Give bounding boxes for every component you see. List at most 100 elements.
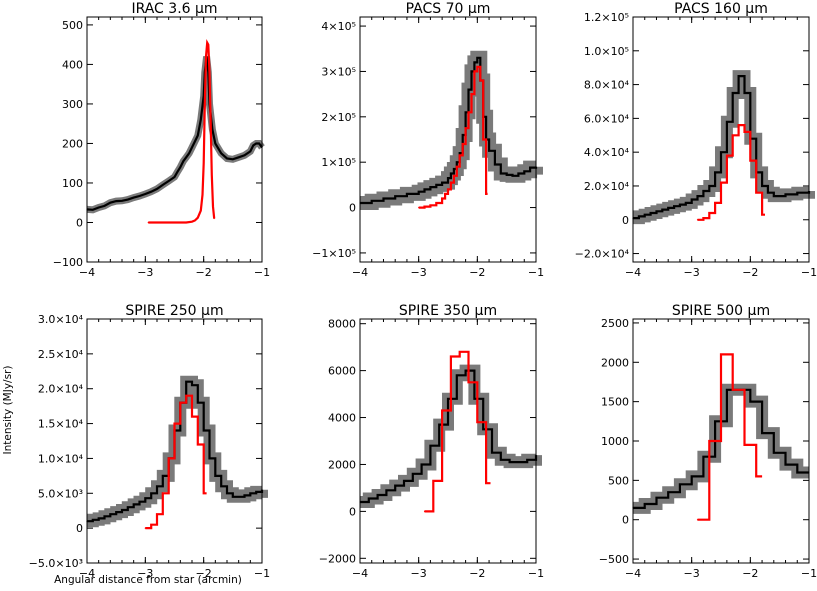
model-profile-point	[459, 154, 461, 156]
observed-profile-point	[796, 192, 798, 194]
model-profile-point	[197, 217, 199, 219]
model-profile-point	[147, 221, 149, 224]
observed-profile-point	[394, 484, 396, 487]
y-tick-label: −2000	[319, 552, 356, 565]
y-tick-label: 4000	[328, 412, 356, 425]
model-profile-point	[465, 127, 467, 129]
observed-profile-line	[86, 56, 263, 211]
model-profile-point	[456, 166, 458, 168]
model-profile-point	[714, 202, 716, 204]
y-tick-label: 0	[349, 505, 356, 518]
observed-profile-point	[191, 146, 193, 149]
plot-frame	[86, 16, 263, 263]
model-profile-point	[743, 444, 746, 446]
model-profile-point	[207, 44, 209, 46]
observed-profile-point	[784, 464, 787, 466]
model-profile-point	[476, 66, 478, 68]
model-profile-point	[144, 527, 146, 529]
model-profile-point	[185, 221, 187, 224]
observed-profile-point	[98, 206, 100, 209]
y-tick-label: −100	[53, 256, 83, 269]
panel-3: PACS 160 μm −4 −3 −2 −1 −2.0×10⁴ 0 2.0×10⁴ 4.0×1…	[575, 1, 817, 279]
model-profile-point	[211, 174, 213, 176]
observed-profile-point	[667, 207, 669, 209]
observed-profile-point	[115, 200, 117, 202]
model-profile-point	[732, 134, 734, 136]
observed-profile-point	[127, 506, 129, 508]
observed-profile-point	[103, 515, 106, 517]
model-profile-point	[435, 202, 437, 204]
observed-profile-point	[435, 184, 437, 186]
model-profile-point	[423, 510, 426, 512]
y-tick-label: 0	[622, 514, 629, 527]
observed-profile-point	[185, 156, 187, 158]
observed-profile-point	[179, 166, 181, 168]
y-tick-label: 1.0×10⁵	[584, 45, 629, 58]
model-profile-point	[470, 93, 473, 95]
observed-profile-point	[529, 167, 531, 169]
observed-profile-point	[423, 188, 426, 191]
panel-title: SPIRE 500 μm	[672, 303, 770, 319]
y-tick-label: 400	[62, 58, 83, 71]
observed-profile-point	[456, 161, 458, 163]
y-tick-label: 100	[62, 177, 83, 190]
x-tick-label: −4	[79, 266, 95, 279]
model-profile-point	[702, 217, 705, 219]
x-tick-label: −1	[528, 266, 544, 279]
model-profile-point	[473, 70, 475, 73]
observed-profile-point	[208, 457, 211, 460]
observed-profile-point	[726, 389, 728, 391]
y-tick-label: −2.0×10⁴	[575, 248, 630, 261]
model-profile-point	[720, 353, 722, 356]
observed-profile-point	[162, 475, 164, 477]
model-profile-point	[191, 416, 193, 418]
model-profile-point	[185, 395, 187, 397]
observed-profile-point	[191, 384, 193, 386]
model-profile-point	[179, 402, 181, 404]
observed-profile-point	[243, 494, 246, 496]
model-profile-line	[697, 353, 763, 521]
y-tick-label: 3×10⁵	[321, 65, 356, 78]
x-tick-label: −4	[625, 266, 641, 279]
observed-profile-point	[429, 445, 431, 447]
model-profile-point	[208, 71, 211, 73]
observed-profile-point	[790, 193, 793, 196]
model-profile-point	[156, 513, 158, 515]
x-tick-label: −1	[254, 567, 270, 580]
model-profile-line	[697, 124, 765, 221]
observed-profile-point	[447, 398, 449, 400]
y-tick-label: 5.0×10³	[38, 487, 83, 500]
y-tick-label: 4.0×10⁴	[584, 146, 630, 159]
y-tick-label: 0	[349, 202, 356, 215]
model-profile-point	[749, 160, 751, 162]
observed-profile-point	[482, 428, 484, 430]
observed-profile-point	[403, 480, 405, 482]
observed-profile-point	[127, 198, 129, 201]
observed-profile-point	[761, 185, 763, 187]
y-tick-label: −1×10⁵	[312, 247, 356, 260]
y-tick-label: 1.5×10⁴	[38, 418, 84, 431]
x-tick-label: −2	[196, 266, 212, 279]
observed-profile-point	[211, 129, 214, 131]
observed-profile-point	[726, 121, 728, 123]
observed-profile-line	[633, 75, 811, 220]
model-profile-point	[212, 206, 214, 208]
model-profile-point	[204, 103, 206, 105]
model-profile-point	[761, 214, 763, 216]
model-profile-point	[479, 79, 481, 82]
y-tick-label: 300	[62, 98, 83, 111]
observed-profile-point	[453, 168, 455, 170]
model-profile-line	[145, 394, 207, 530]
observed-profile-point	[176, 171, 179, 173]
observed-profile-point	[511, 175, 514, 177]
x-tick-label: −1	[254, 266, 270, 279]
observed-profile-point	[661, 209, 663, 211]
model-profile-point	[197, 443, 199, 446]
model-profile-point	[418, 206, 420, 209]
observed-profile-point	[450, 172, 452, 175]
x-tick-label: −2	[469, 567, 485, 580]
observed-profile-point	[467, 88, 470, 91]
panel-title: IRAC 3.6 μm	[131, 1, 217, 17]
observed-profile-point	[509, 461, 511, 463]
model-profile-point	[162, 492, 164, 494]
